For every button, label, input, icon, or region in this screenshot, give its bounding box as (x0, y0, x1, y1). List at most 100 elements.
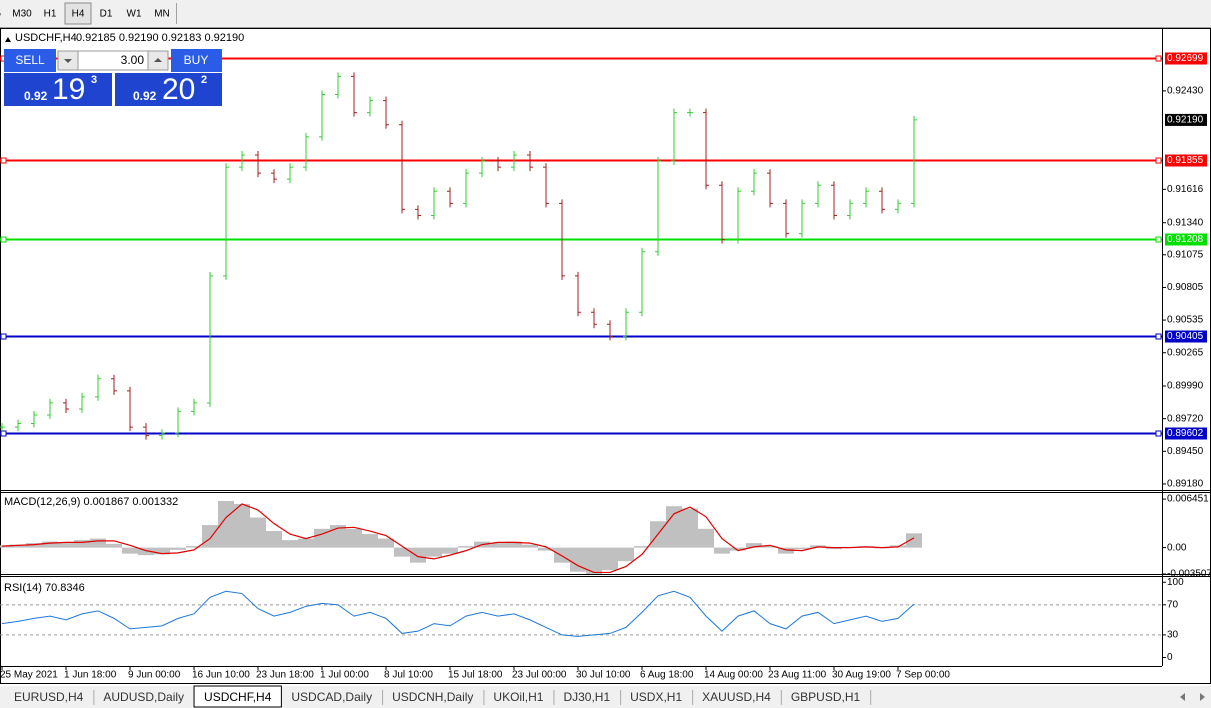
timeframe-button[interactable]: M30 (12, 9, 32, 20)
ohlc-bar (255, 150, 261, 178)
macd-histogram (186, 546, 202, 548)
ohlc-bar (591, 308, 597, 329)
time-label: 16 Jun 10:00 (192, 670, 250, 681)
level-handle[interactable] (0, 236, 7, 243)
level-label-bg (1165, 154, 1207, 167)
symbol-tab[interactable]: XAUUSD,H4 (702, 690, 771, 704)
symbol-tab[interactable]: USDCHF,H4 (204, 690, 272, 704)
y-tick-label: 0.90805 (1167, 282, 1204, 293)
level-label-bg (1165, 233, 1207, 246)
ohlc-bar (0, 423, 5, 432)
ask-big: 0.92 (133, 89, 157, 103)
ask-panel[interactable] (115, 73, 222, 106)
macd-histogram (346, 528, 362, 548)
timeframe-button[interactable]: D1 (100, 9, 113, 20)
macd-histogram (458, 546, 474, 548)
time-label: 6 Aug 18:00 (640, 670, 694, 681)
symbol-tab[interactable]: AUDUSD,Daily (103, 690, 184, 704)
level-handle[interactable] (1155, 430, 1162, 437)
macd-histogram (746, 543, 762, 548)
ohlc-bar (399, 120, 405, 214)
tab-scroll-left[interactable] (1180, 693, 1185, 701)
macd-histogram (314, 528, 330, 548)
ohlc-bar (655, 157, 661, 256)
timeframe-button[interactable]: MN (154, 9, 170, 20)
macd-histogram (410, 547, 426, 563)
macd-histogram (106, 543, 122, 548)
ohlc-bar (143, 423, 149, 440)
ohlc-bar (63, 398, 69, 413)
ohlc-bar (287, 163, 293, 184)
ohlc-bar (847, 199, 853, 220)
level-handle[interactable] (1155, 157, 1162, 164)
current-price-label: 0.92190 (1167, 115, 1204, 126)
macd-histogram (26, 543, 42, 548)
y-tick-label: 0.91340 (1167, 217, 1204, 228)
sell-label[interactable]: SELL (15, 53, 45, 67)
tab-scroll-right[interactable] (1200, 693, 1205, 701)
down-arrow (64, 59, 72, 63)
symbol-tab[interactable]: USDCNH,Daily (392, 690, 473, 704)
ohlc-bar (111, 374, 117, 395)
ohlc-bar (767, 169, 773, 208)
macd-histogram (298, 538, 314, 548)
timeframe-button[interactable]: H4 (72, 9, 85, 20)
level-handle[interactable] (0, 430, 7, 437)
y-tick-label: 0.89720 (1167, 413, 1204, 424)
macd-histogram (730, 547, 746, 551)
macd-histogram (554, 547, 570, 563)
symbol-tab[interactable]: UKOil,H1 (493, 690, 543, 704)
symbol-tab[interactable]: EURUSD,H4 (14, 690, 84, 704)
macd-histogram (330, 525, 346, 548)
ohlc-bar (431, 187, 437, 220)
macd-histogram (362, 534, 378, 548)
lot-value[interactable]: 3.00 (121, 53, 145, 67)
time-label: 30 Jul 10:00 (576, 670, 631, 681)
chart-layer: 0.92430 0.91616 0.91340 0.91075 0.90805 0.905… (0, 52, 1211, 681)
macd-histogram (250, 517, 266, 548)
ohlc-bar (415, 205, 421, 220)
symbol-tab[interactable]: USDCAD,Daily (291, 690, 372, 704)
level-handle[interactable] (1155, 55, 1162, 62)
macd-histogram (234, 503, 250, 548)
macd-histogram (666, 506, 682, 548)
macd-signal (1, 503, 915, 574)
ohlc-bar (511, 150, 517, 172)
ohlc-bar (543, 163, 549, 208)
macd-histogram (698, 528, 714, 548)
macd-histogram (218, 500, 234, 548)
ohlc-bar (559, 199, 565, 280)
ohlc-bar (719, 181, 725, 244)
ohlc-bar (239, 150, 245, 172)
buy-button[interactable] (171, 49, 222, 72)
timeframe-active[interactable] (64, 2, 92, 25)
symbol-tab[interactable]: GBPUSD,H1 (791, 690, 861, 704)
bid-panel[interactable] (4, 73, 112, 106)
level-handle[interactable] (0, 157, 7, 164)
sell-button[interactable] (4, 49, 56, 72)
macd-histogram (714, 547, 730, 554)
y-tick-label: 0.90535 (1167, 315, 1204, 326)
symbol-tab-active[interactable] (193, 685, 282, 708)
ohlc-bar (687, 108, 693, 117)
ask-sup: 2 (201, 74, 207, 86)
level-handle[interactable] (1155, 333, 1162, 340)
level-handle[interactable] (1155, 236, 1162, 243)
symbol-tab[interactable]: DJ30,H1 (563, 690, 610, 704)
level-handle[interactable] (0, 333, 7, 340)
symbol-tab[interactable]: USDX,H1 (630, 690, 682, 704)
timeframe-button[interactable]: M5 (0, 9, 1, 20)
timeframe-button[interactable]: W1 (127, 9, 142, 20)
macd-histogram (906, 533, 922, 548)
time-label: 25 May 2021 (0, 670, 58, 681)
buy-label[interactable]: BUY (184, 53, 209, 67)
macd-histogram (538, 547, 554, 551)
rsi-line (1, 590, 915, 637)
ohlc-bar (303, 132, 309, 172)
ohlc-bar (79, 392, 85, 413)
ohlc-bar (639, 247, 645, 317)
y-tick-label: 0.006451 (1167, 494, 1209, 505)
y-tick-label: 0 (1167, 652, 1173, 663)
timeframe-button[interactable]: H1 (44, 9, 57, 20)
macd-title: MACD(12,26,9) 0.001867 0.001332 (4, 496, 178, 508)
